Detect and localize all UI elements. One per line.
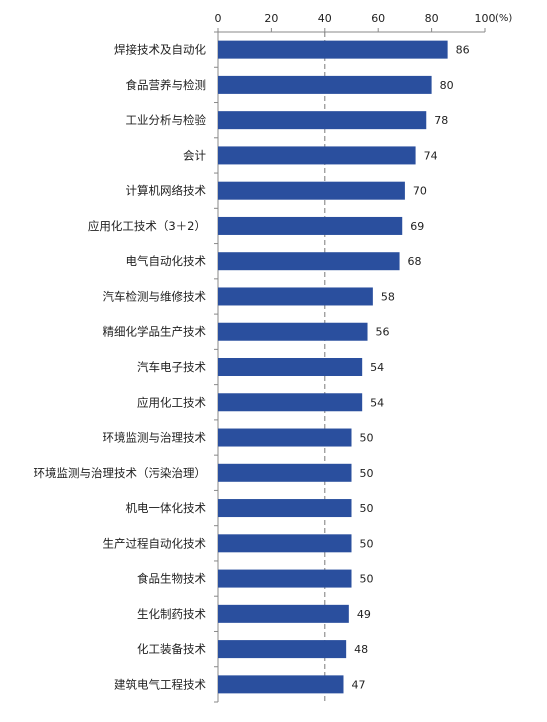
bar <box>218 358 363 376</box>
category-label: 环境监测与治理技术 <box>103 431 207 445</box>
x-tick-label: 60 <box>371 12 385 25</box>
x-tick-label: 100 <box>475 12 496 25</box>
bar <box>218 216 403 235</box>
category-label: 汽车电子技术 <box>137 360 206 374</box>
value-label: 74 <box>424 149 438 162</box>
value-label: 86 <box>456 44 470 57</box>
category-label: 建筑电气工程技术 <box>114 677 206 691</box>
bar <box>218 675 344 694</box>
unit-label: (%) <box>495 13 512 24</box>
x-tick-label: 80 <box>425 12 439 25</box>
bar <box>218 252 400 271</box>
bar <box>218 40 448 59</box>
x-tick-label: 40 <box>318 12 332 25</box>
category-label: 应用化工技术 <box>137 395 206 409</box>
value-label: 70 <box>413 185 427 198</box>
value-label: 50 <box>360 537 374 550</box>
bar <box>218 393 363 412</box>
bar <box>218 75 432 94</box>
value-label: 50 <box>360 432 374 445</box>
value-label: 54 <box>370 396 384 409</box>
value-label: 80 <box>440 79 454 92</box>
bar <box>218 640 347 659</box>
category-label: 电气自动化技术 <box>126 254 207 268</box>
bar <box>218 463 352 482</box>
category-label: 生化制药技术 <box>137 607 206 621</box>
bar <box>218 499 352 518</box>
bar <box>218 287 373 306</box>
value-label: 50 <box>360 467 374 480</box>
value-label: 78 <box>434 114 448 127</box>
x-tick-label: 20 <box>264 12 278 25</box>
value-label: 47 <box>351 678 365 691</box>
bar <box>218 146 416 165</box>
bar <box>218 604 349 623</box>
x-tick-label: 0 <box>215 12 222 25</box>
bar <box>218 181 405 200</box>
value-label: 50 <box>360 573 374 586</box>
value-label: 69 <box>410 220 424 233</box>
category-label: 机电一体化技术 <box>126 501 207 515</box>
value-label: 48 <box>354 643 368 656</box>
value-label: 58 <box>381 290 395 303</box>
category-label: 食品营养与检测 <box>126 78 207 92</box>
value-label: 56 <box>376 326 390 339</box>
category-label: 汽车检测与维修技术 <box>103 289 207 303</box>
value-label: 54 <box>370 361 384 374</box>
category-label: 工业分析与检验 <box>126 113 207 127</box>
category-label: 精细化学品生产技术 <box>103 325 207 339</box>
category-label: 环境监测与治理技术（污染治理） <box>34 466 207 480</box>
bar <box>218 534 352 553</box>
bar <box>218 569 352 588</box>
category-label: 食品生物技术 <box>137 572 206 586</box>
category-label: 计算机网络技术 <box>126 184 207 198</box>
value-label: 49 <box>357 608 371 621</box>
value-label: 50 <box>360 502 374 515</box>
category-label: 应用化工技术（3＋2） <box>88 219 206 233</box>
category-label: 化工装备技术 <box>137 642 206 656</box>
category-label: 会计 <box>183 148 206 162</box>
bar <box>218 111 427 130</box>
category-label: 生产过程自动化技术 <box>103 536 207 550</box>
bar <box>218 322 368 341</box>
bar <box>218 428 352 447</box>
value-label: 68 <box>408 255 422 268</box>
category-label: 焊接技术及自动化 <box>114 43 206 57</box>
